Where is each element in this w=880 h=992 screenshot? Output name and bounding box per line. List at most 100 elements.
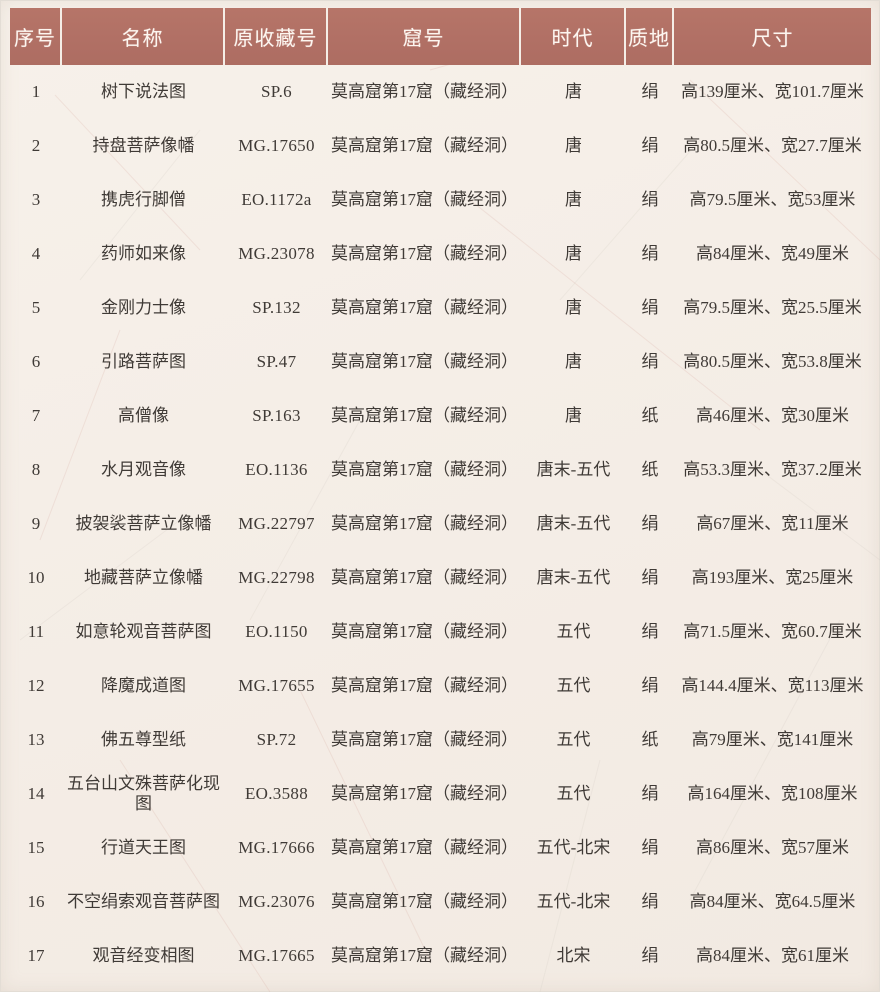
cell-number: 17 <box>27 945 45 965</box>
cell-name: 披袈裟菩萨立像幡 <box>75 513 212 533</box>
cell-material: 绢 <box>641 837 659 857</box>
cell-cave-no: 莫高窟第17窟（藏经洞） <box>331 405 518 425</box>
cell-cave-no: 莫高窟第17窟（藏经洞） <box>331 297 518 317</box>
header-cell-name: 名称 <box>62 8 225 65</box>
cell-dimensions: 高79厘米、宽141厘米 <box>691 729 854 749</box>
cell-cave-no: 莫高窟第17窟（藏经洞） <box>331 729 518 749</box>
cell-dimensions: 高67厘米、宽11厘米 <box>696 513 849 533</box>
header-cell-number: 序号 <box>10 8 62 65</box>
cell-number: 2 <box>31 135 41 155</box>
table-row: 14 五台山文殊菩萨化现图 EO.3588 莫高窟第17窟（藏经洞） 五代 绢 … <box>10 767 871 821</box>
cell-dimensions: 高80.5厘米、宽53.8厘米 <box>683 351 862 371</box>
cell-material: 绢 <box>641 945 659 965</box>
cell-catalog-no: MG.17650 <box>238 135 315 155</box>
cell-number: 5 <box>31 297 41 317</box>
cell-name: 树下说法图 <box>101 81 186 101</box>
table-row: 8 水月观音像 EO.1136 莫高窟第17窟（藏经洞） 唐末-五代 纸 高53… <box>10 443 871 497</box>
table-row: 7 高僧像 SP.163 莫高窟第17窟（藏经洞） 唐 纸 高46厘米、宽30厘… <box>10 389 871 443</box>
cell-number: 16 <box>27 891 45 911</box>
cell-number: 8 <box>31 459 41 479</box>
table-row: 5 金刚力士像 SP.132 莫高窟第17窟（藏经洞） 唐 绢 高79.5厘米、… <box>10 281 871 335</box>
cell-era: 唐 <box>565 405 582 425</box>
cell-era: 唐末-五代 <box>536 567 611 587</box>
table-row: 1 树下说法图 SP.6 莫高窟第17窟（藏经洞） 唐 绢 高139厘米、宽10… <box>10 65 871 119</box>
cell-material: 绢 <box>641 189 659 209</box>
cell-material: 绢 <box>641 297 659 317</box>
cell-name: 水月观音像 <box>101 459 186 479</box>
table-row: 2 持盘菩萨像幡 MG.17650 莫高窟第17窟（藏经洞） 唐 绢 高80.5… <box>10 119 871 173</box>
cell-cave-no: 莫高窟第17窟（藏经洞） <box>331 675 518 695</box>
table-row: 9 披袈裟菩萨立像幡 MG.22797 莫高窟第17窟（藏经洞） 唐末-五代 绢… <box>10 497 871 551</box>
cell-name: 携虎行脚僧 <box>101 189 186 209</box>
cell-dimensions: 高139厘米、宽101.7厘米 <box>681 81 864 101</box>
cell-material: 纸 <box>641 405 659 425</box>
header-cell-cave-no: 窟号 <box>328 8 521 65</box>
cell-era: 唐 <box>565 189 582 209</box>
cell-dimensions: 高80.5厘米、宽27.7厘米 <box>683 135 862 155</box>
cell-dimensions: 高71.5厘米、宽60.7厘米 <box>683 621 862 641</box>
cell-cave-no: 莫高窟第17窟（藏经洞） <box>331 243 518 263</box>
cell-number: 11 <box>27 621 45 641</box>
table-row: 15 行道天王图 MG.17666 莫高窟第17窟（藏经洞） 五代-北宋 绢 高… <box>10 821 871 875</box>
cell-name: 佛五尊型纸 <box>101 729 186 749</box>
cell-number: 15 <box>27 837 45 857</box>
cell-era: 唐末-五代 <box>536 459 611 479</box>
cell-dimensions: 高84厘米、宽49厘米 <box>696 243 849 263</box>
header-cell-dimensions: 尺寸 <box>751 28 794 50</box>
cell-catalog-no: MG.17666 <box>238 837 315 857</box>
cell-catalog-no: SP.6 <box>261 81 292 101</box>
cell-material: 绢 <box>641 891 659 911</box>
cell-cave-no: 莫高窟第17窟（藏经洞） <box>331 945 518 965</box>
cell-name: 金刚力士像 <box>101 297 186 317</box>
cell-cave-no: 莫高窟第17窟（藏经洞） <box>331 135 518 155</box>
cell-dimensions: 高79.5厘米、宽25.5厘米 <box>683 297 862 317</box>
cell-number: 12 <box>27 675 45 695</box>
cell-number: 1 <box>31 81 41 101</box>
cell-era: 五代-北宋 <box>536 837 611 857</box>
cell-material: 绢 <box>641 675 659 695</box>
cell-catalog-no: EO.1150 <box>245 621 308 641</box>
cell-cave-no: 莫高窟第17窟（藏经洞） <box>331 783 518 803</box>
cell-material: 绢 <box>641 243 659 263</box>
cell-dimensions: 高84厘米、宽61厘米 <box>696 945 849 965</box>
table-row: 17 观音经变相图 MG.17665 莫高窟第17窟（藏经洞） 北宋 绢 高84… <box>10 929 871 983</box>
cell-number: 4 <box>31 243 41 263</box>
cell-material: 绢 <box>641 81 659 101</box>
cell-dimensions: 高53.3厘米、宽37.2厘米 <box>683 459 862 479</box>
cell-dimensions: 高144.4厘米、宽113厘米 <box>681 675 864 695</box>
cell-name: 降魔成道图 <box>101 675 186 695</box>
cell-era: 唐 <box>565 351 582 371</box>
cell-cave-no: 莫高窟第17窟（藏经洞） <box>331 837 518 857</box>
cell-cave-no: 莫高窟第17窟（藏经洞） <box>331 891 518 911</box>
cell-era: 唐 <box>565 297 582 317</box>
cell-dimensions: 高46厘米、宽30厘米 <box>696 405 849 425</box>
cell-era: 北宋 <box>556 945 591 965</box>
table-header-row: 序号 名称 原收藏号 窟号 时代 质地 尺寸 <box>10 8 871 65</box>
cell-dimensions: 高86厘米、宽57厘米 <box>696 837 849 857</box>
cell-number: 9 <box>31 513 41 533</box>
cell-catalog-no: SP.132 <box>252 297 301 317</box>
cell-material: 绢 <box>641 783 659 803</box>
cell-number: 10 <box>27 567 45 587</box>
cell-name: 不空绢索观音菩萨图 <box>67 891 220 911</box>
cell-material: 纸 <box>641 729 659 749</box>
cell-material: 绢 <box>641 351 659 371</box>
cell-catalog-no: SP.72 <box>256 729 297 749</box>
cell-material: 绢 <box>641 621 659 641</box>
cell-material: 绢 <box>641 513 659 533</box>
cell-name: 五台山文殊菩萨化现图 <box>67 773 220 813</box>
cell-cave-no: 莫高窟第17窟（藏经洞） <box>331 189 518 209</box>
cell-cave-no: 莫高窟第17窟（藏经洞） <box>331 351 518 371</box>
table-row: 3 携虎行脚僧 EO.1172a 莫高窟第17窟（藏经洞） 唐 绢 高79.5厘… <box>10 173 871 227</box>
cell-catalog-no: SP.163 <box>252 405 301 425</box>
table-row: 4 药师如来像 MG.23078 莫高窟第17窟（藏经洞） 唐 绢 高84厘米、… <box>10 227 871 281</box>
cell-catalog-no: MG.17655 <box>238 675 315 695</box>
cell-catalog-no: SP.47 <box>256 351 297 371</box>
cell-cave-no: 莫高窟第17窟（藏经洞） <box>331 621 518 641</box>
header-cell-era: 时代 <box>521 8 626 65</box>
cell-catalog-no: MG.23078 <box>238 243 315 263</box>
table-row: 12 降魔成道图 MG.17655 莫高窟第17窟（藏经洞） 五代 绢 高144… <box>10 659 871 713</box>
header-cell-material: 质地 <box>626 8 674 65</box>
cell-dimensions: 高79.5厘米、宽53厘米 <box>689 189 856 209</box>
